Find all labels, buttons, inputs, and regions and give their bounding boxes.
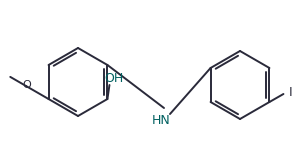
Text: HN: HN [152,114,170,126]
Text: OH: OH [104,72,123,84]
Text: O: O [23,80,31,90]
Text: I: I [289,87,292,99]
